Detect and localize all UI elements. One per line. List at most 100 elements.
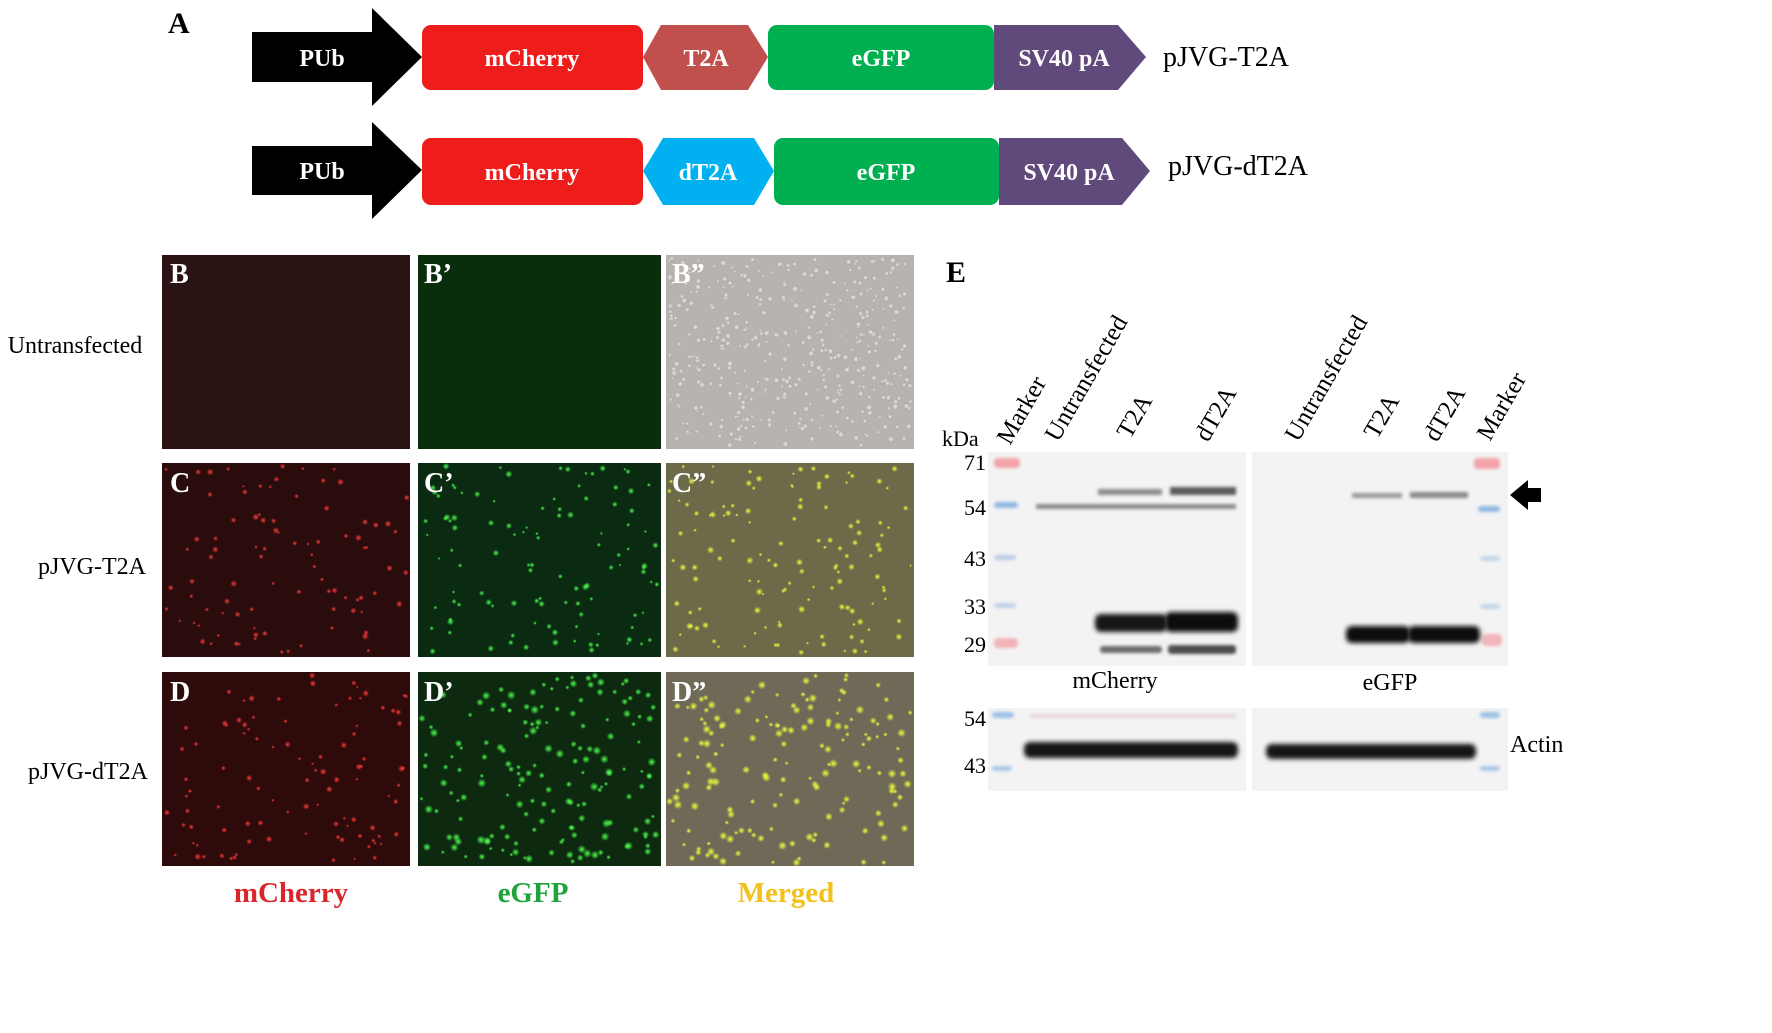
cell-speckle: [720, 336, 727, 344]
cell-speckle: [643, 817, 652, 826]
cell-speckle: [533, 621, 537, 625]
cell-speckle: [837, 697, 842, 703]
cell-speckle: [759, 331, 764, 336]
cell-speckle: [396, 720, 403, 727]
cell-speckle: [792, 797, 801, 806]
cell-speckle: [246, 838, 253, 845]
cell-speckle: [801, 270, 808, 278]
cell-speckle: [780, 740, 788, 748]
cell-speckle: [813, 673, 819, 679]
cell-speckle: [611, 501, 618, 508]
cell-speckle: [457, 563, 463, 568]
cell-speckle: [337, 478, 344, 486]
cell-speckle: [419, 796, 424, 801]
panel-e: E Marker Untransfected T2A dT2A Untransf…: [942, 256, 1563, 791]
cell-speckle: [191, 841, 196, 845]
cell-speckle: [832, 354, 838, 360]
cell-speckle: [863, 732, 868, 737]
cell-speckle: [798, 649, 805, 656]
construct-name: pJVG-T2A: [1163, 42, 1290, 73]
cell-speckle: [840, 737, 846, 743]
cell-speckle: [213, 536, 219, 541]
cell-speckle: [721, 346, 726, 351]
cell-speckle: [723, 315, 731, 322]
cell-speckle: [790, 299, 794, 303]
cell-speckle: [787, 383, 793, 389]
cell-speckle: [532, 763, 538, 768]
cell-speckle: [791, 516, 797, 522]
cell-speckle: [782, 298, 786, 303]
cell-speckle: [442, 764, 449, 770]
cell-speckle: [694, 262, 698, 267]
cell-speckle: [636, 739, 642, 745]
cell-speckle: [625, 636, 633, 644]
cell-speckle: [848, 268, 853, 272]
cell-speckle: [679, 294, 685, 299]
cell-speckle: [351, 680, 357, 686]
cell-speckle: [548, 849, 555, 857]
cell-speckle: [242, 699, 246, 703]
cell-speckle: [749, 386, 756, 394]
cell-speckle: [544, 744, 553, 753]
cell-speckle: [439, 691, 447, 699]
cell-speckle: [820, 414, 824, 418]
cell-speckle: [742, 369, 747, 373]
cell-speckle: [529, 562, 535, 568]
cell-speckle: [595, 642, 600, 648]
cell-speckle: [578, 814, 586, 823]
cell-speckle: [529, 688, 537, 697]
cell-speckle: [167, 584, 174, 591]
cell-speckle: [843, 281, 847, 285]
cell-speckle: [241, 488, 248, 495]
cell-speckle: [698, 695, 705, 703]
blot-mcherry: [988, 452, 1246, 666]
cell-speckle: [819, 633, 825, 640]
cell-speckle: [448, 790, 454, 796]
cell-speckle: [828, 355, 834, 361]
cell-speckle: [866, 349, 873, 355]
cell-speckle: [883, 696, 890, 703]
cell-speckle: [586, 745, 594, 753]
cell-speckle: [580, 723, 587, 729]
cell-speckle: [834, 409, 841, 416]
cell-speckle: [429, 648, 436, 655]
cell-speckle: [457, 816, 464, 822]
cell-speckle: [489, 706, 496, 713]
cell-speckle: [309, 680, 317, 687]
cell-speckle: [671, 376, 675, 380]
sv40pa-arrow: [999, 138, 1150, 205]
cell-speckle: [681, 421, 685, 425]
cell-speckle: [570, 831, 578, 839]
row-label: pJVG-dT2A: [28, 759, 149, 785]
cell-speckle: [696, 367, 702, 373]
cell-speckle: [651, 830, 660, 839]
cell-speckle: [858, 332, 864, 337]
cell-speckle: [272, 527, 280, 534]
cell-speckle: [744, 395, 748, 399]
cell-speckle: [390, 708, 396, 714]
cell-speckle: [251, 715, 256, 720]
cell-speckle: [292, 540, 298, 546]
cell-speckle: [873, 259, 877, 263]
cell-speckle: [901, 305, 907, 311]
cell-speckle: [372, 855, 378, 861]
cell-speckle: [309, 552, 314, 557]
cell-speckle: [492, 549, 500, 557]
cell-speckle: [523, 703, 531, 711]
cell-speckle: [861, 384, 866, 389]
cell-speckle: [828, 302, 833, 307]
cell-speckle: [641, 830, 650, 839]
cell-speckle: [803, 307, 811, 314]
cell-speckle: [855, 367, 862, 374]
cell-speckle: [826, 762, 832, 767]
cell-speckle: [384, 520, 392, 528]
cell-speckle: [904, 377, 910, 383]
cell-speckle: [880, 286, 886, 292]
cell-speckle: [640, 568, 647, 575]
cell-speckle: [719, 742, 725, 748]
cell-speckle: [355, 534, 362, 542]
cell-speckle: [782, 282, 788, 288]
cell-speckle: [870, 374, 878, 381]
cell-speckle: [808, 272, 815, 279]
image-c-mcherry: [162, 463, 410, 657]
